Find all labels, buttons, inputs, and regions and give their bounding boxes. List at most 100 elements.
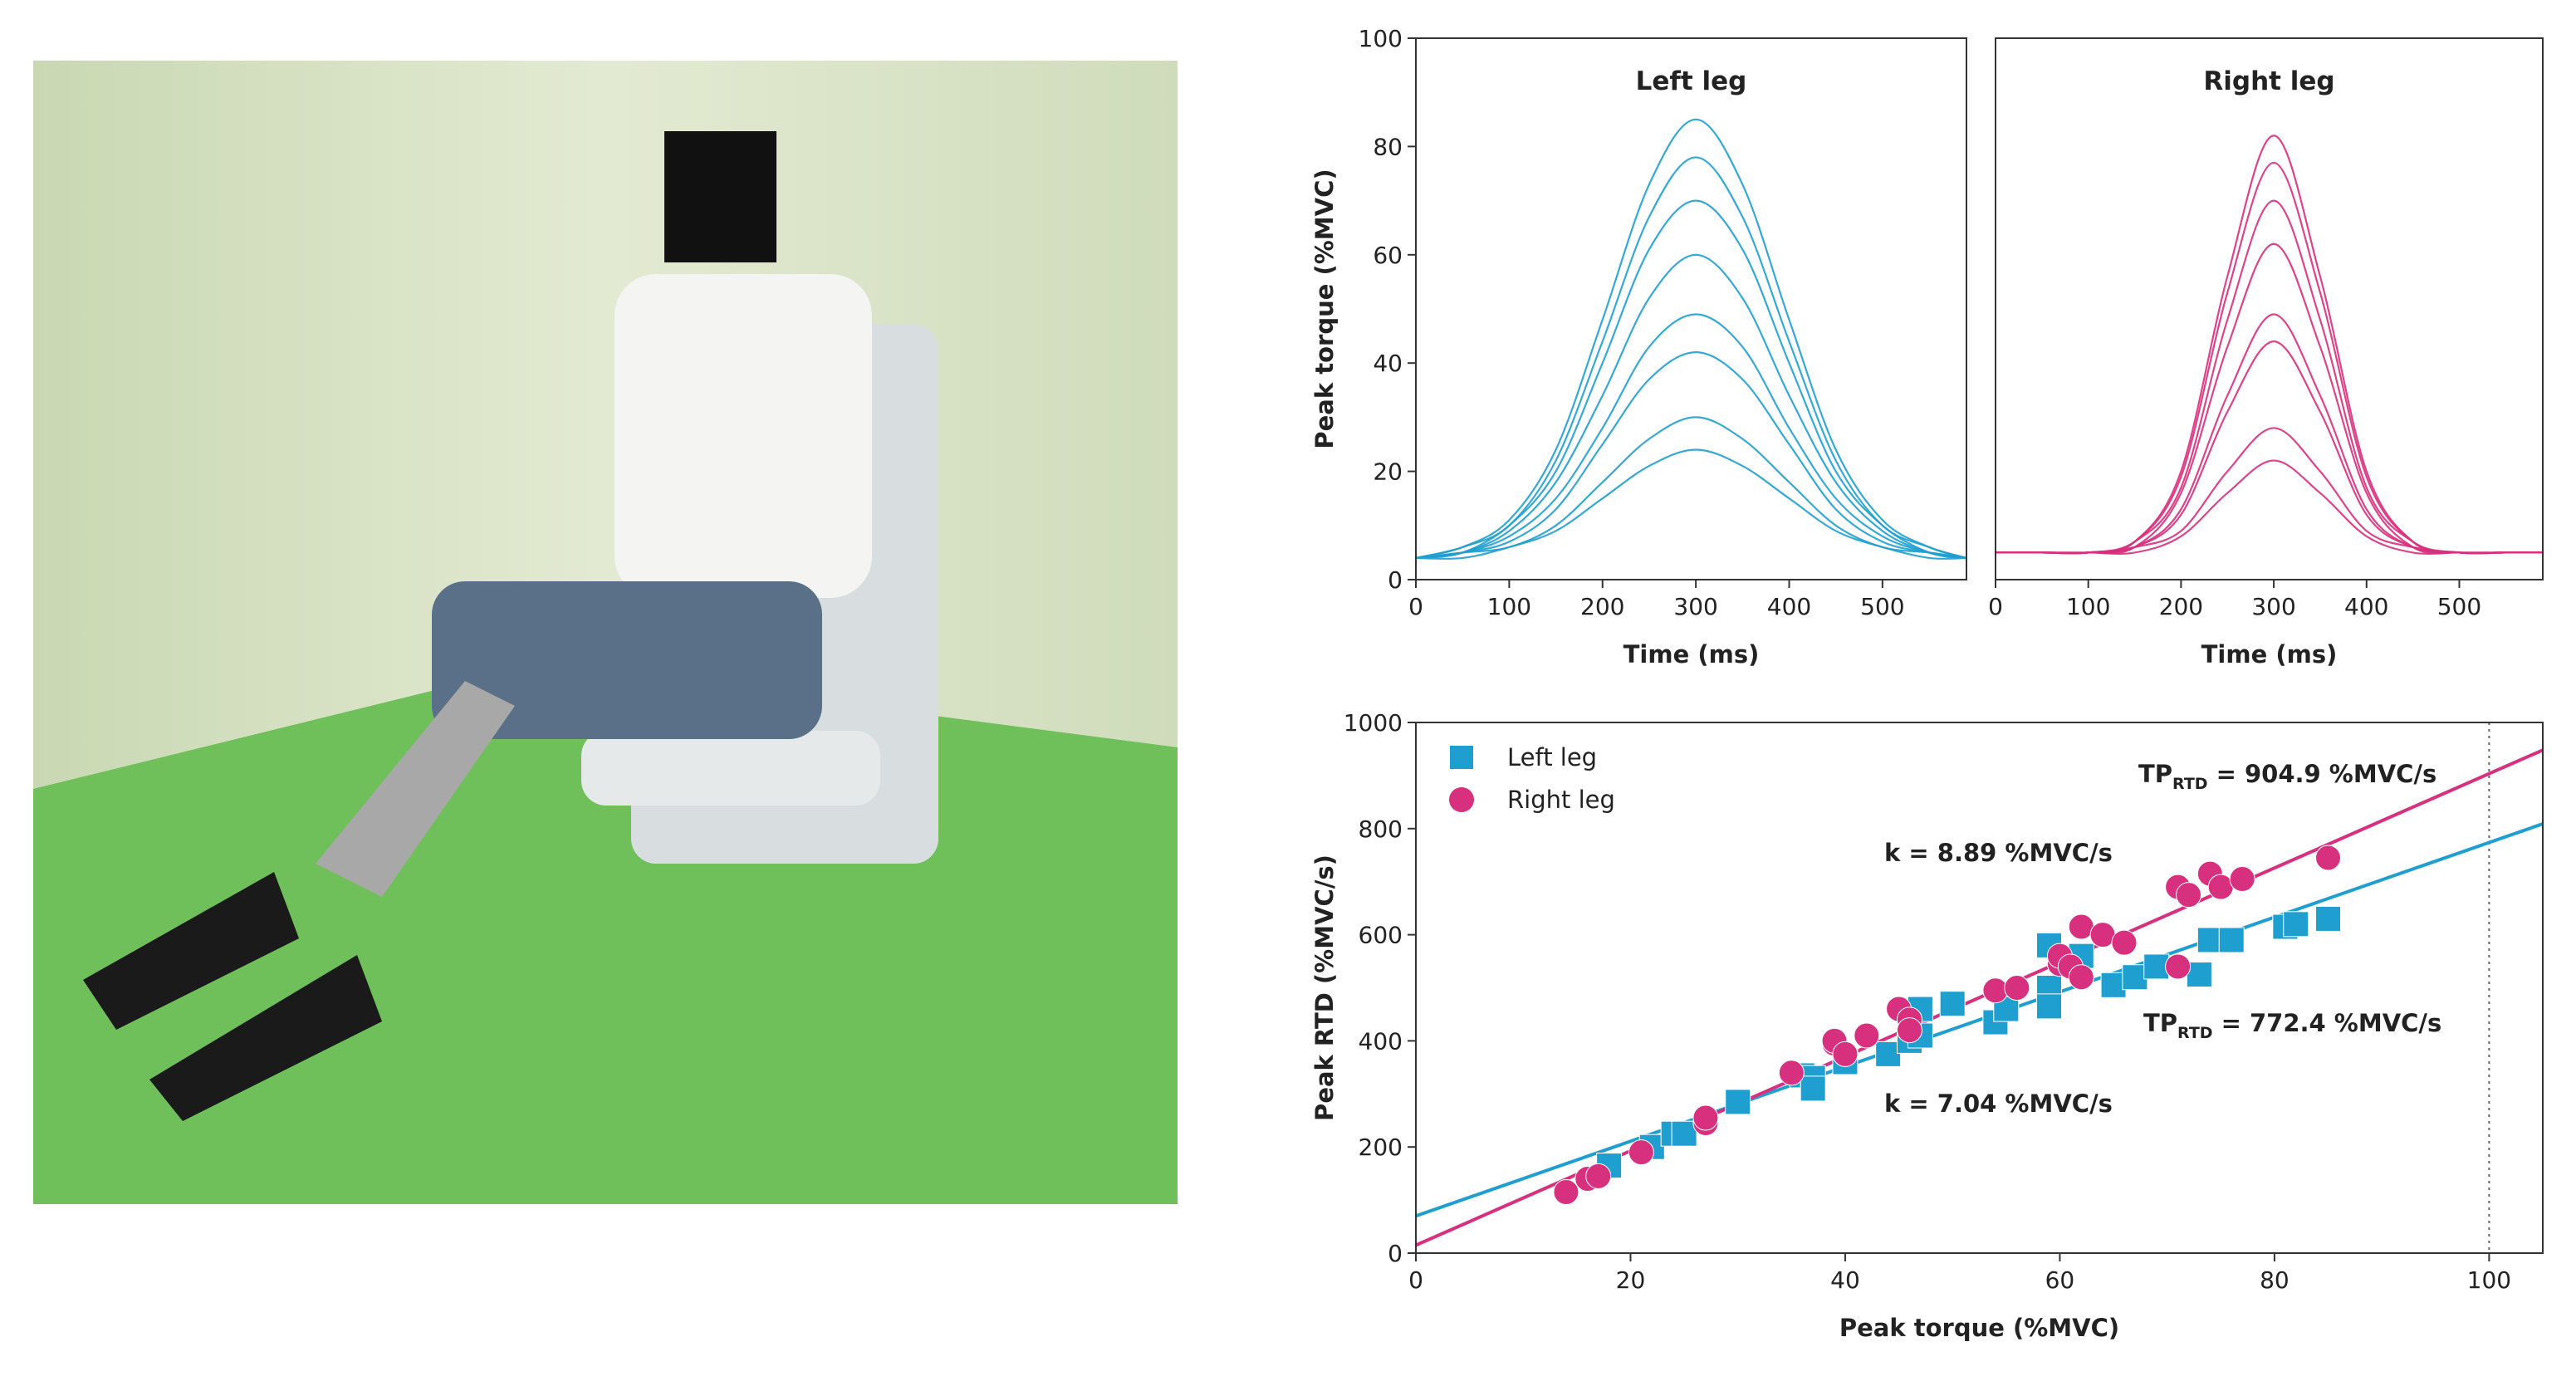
photo-seat <box>581 731 880 806</box>
data-point <box>2165 953 2192 980</box>
x-tick-label: 200 <box>2159 593 2203 620</box>
y-tick-label: 20 <box>1373 458 1403 486</box>
x-tick-label: 60 <box>2045 1266 2075 1294</box>
torque-curve <box>1996 459 2543 555</box>
torque-curve <box>1415 253 1967 560</box>
data-point <box>1692 1104 1719 1131</box>
data-point <box>1939 991 1966 1017</box>
data-point <box>2229 866 2255 893</box>
y-tick-label: 400 <box>1359 1027 1403 1055</box>
x-tick-label: 0 <box>1408 593 1423 620</box>
y-tick-label: 600 <box>1359 922 1403 949</box>
data-point <box>1553 1179 1579 1206</box>
legend-label: Right leg <box>1507 786 1615 814</box>
y-tick-label: 0 <box>1388 566 1403 594</box>
data-point <box>2315 905 2342 932</box>
torque-curve <box>1996 340 2543 554</box>
annotation: k = 7.04 %MVC/s <box>1884 1090 2113 1118</box>
annotations: TPRTD = 904.9 %MVC/s k = 8.89 %MVC/s TPRT… <box>1884 760 2441 1118</box>
annotation: TPRTD = 772.4 %MVC/s <box>2143 1009 2441 1042</box>
annotation: k = 8.89 %MVC/s <box>1884 839 2113 867</box>
annotation-suffix: = 772.4 %MVC/s <box>2221 1009 2442 1037</box>
torque-curve <box>1996 161 2543 555</box>
data-point <box>2143 953 2170 980</box>
photo-device <box>316 681 515 897</box>
data-point <box>1875 1041 1902 1067</box>
data-point <box>1982 977 2009 1004</box>
fit-line <box>1415 822 2544 1218</box>
x-axis-label: Time (ms) <box>2201 640 2338 668</box>
x-axis-label: Peak torque (%MVC) <box>1839 1314 2119 1342</box>
annotation-subscript: RTD <box>2177 1024 2213 1042</box>
annotation-text: TP <box>2143 1009 2177 1037</box>
annotation: TPRTD = 904.9 %MVC/s <box>2138 760 2436 793</box>
y-tick-label: 0 <box>1388 1240 1403 1267</box>
data-point <box>2315 845 2342 871</box>
photo-face-mask <box>664 131 776 262</box>
data-point <box>1854 1022 1880 1049</box>
photo-shirt <box>615 274 872 598</box>
torque-curve <box>1415 448 1967 560</box>
torque-curve <box>1996 313 2543 554</box>
data-point <box>1671 1120 1697 1147</box>
data-point <box>2186 962 2212 988</box>
y-tick-label: 100 <box>1359 25 1403 52</box>
y-tick-label: 40 <box>1373 350 1403 377</box>
torque-curve <box>1415 156 1967 559</box>
x-tick-label: 400 <box>2344 593 2388 620</box>
y-tick-label: 1000 <box>1344 709 1403 737</box>
photo-foot-right <box>149 955 382 1121</box>
legend-label: Left leg <box>1507 743 1597 771</box>
plot-frame <box>1415 722 2544 1254</box>
data-point <box>1896 1017 1922 1044</box>
torque-curve <box>1996 242 2543 555</box>
data-point <box>2218 927 2245 953</box>
torque-curve <box>1415 118 1967 559</box>
x-tick-label: 500 <box>1860 593 1904 620</box>
data-point <box>2283 911 2309 938</box>
x-tick-label: 100 <box>1487 593 1531 620</box>
legend-marker <box>1449 787 1474 812</box>
torque-curve <box>1415 313 1967 560</box>
x-tick-label: 20 <box>1616 1266 1646 1294</box>
y-axis-label: Peak RTD (%MVC/s) <box>1310 855 1339 1121</box>
data-point <box>1628 1139 1654 1166</box>
x-axis-label: Time (ms) <box>1623 640 1760 668</box>
data-point <box>1725 1089 1751 1115</box>
data-point <box>1832 1041 1859 1067</box>
plot-frame <box>1995 37 2544 580</box>
chart-title: Left leg <box>1636 66 1747 96</box>
x-tick-label: 200 <box>1580 593 1624 620</box>
torque-curve <box>1996 199 2543 555</box>
data-point <box>2036 993 2063 1020</box>
annotation-subscript: RTD <box>2172 775 2208 793</box>
y-axis-label: Peak torque (%MVC) <box>1310 169 1339 448</box>
y-tick-label: 200 <box>1359 1134 1403 1161</box>
x-tick-label: 400 <box>1767 593 1811 620</box>
x-tick-label: 100 <box>2467 1266 2511 1294</box>
plot-frame <box>1415 37 1967 580</box>
x-tick-label: 300 <box>1673 593 1717 620</box>
data-point <box>2004 975 2030 1001</box>
x-tick-label: 0 <box>1988 593 2003 620</box>
data-point <box>2176 882 2202 908</box>
data-point <box>1585 1163 1612 1189</box>
torque-curve <box>1415 351 1967 560</box>
annotation-suffix: = 904.9 %MVC/s <box>2216 760 2437 788</box>
torque-curve <box>1996 135 2543 555</box>
data-point <box>2068 964 2094 991</box>
x-tick-label: 300 <box>2251 593 2295 620</box>
data-point <box>2100 972 2127 998</box>
photo <box>33 61 1178 1204</box>
y-tick-label: 80 <box>1373 133 1403 160</box>
annotation-text: TP <box>2138 760 2172 788</box>
x-tick-label: 0 <box>1408 1266 1423 1294</box>
x-tick-label: 40 <box>1830 1266 1860 1294</box>
legend-marker <box>1450 746 1473 769</box>
x-tick-label: 100 <box>2066 593 2110 620</box>
data-point <box>1800 1075 1826 1102</box>
x-tick-label: 80 <box>2260 1266 2290 1294</box>
photo-foot-left <box>83 872 299 1030</box>
